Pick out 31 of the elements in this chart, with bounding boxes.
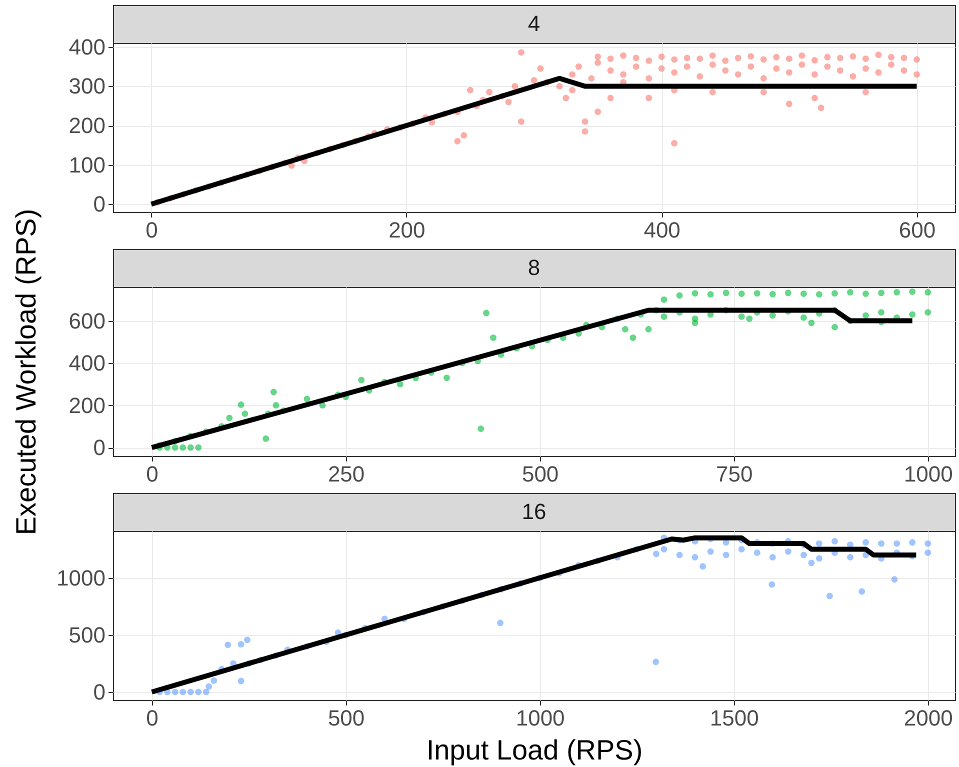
y-tick-label: 600 (68, 308, 106, 334)
chart-title: 16 (522, 499, 546, 524)
y-tick-label: 300 (68, 74, 106, 99)
x-tick-label: 250 (328, 462, 365, 486)
x-tick-label: 500 (328, 706, 365, 730)
x-tick-label: 500 (522, 462, 559, 486)
y-tick-label: 0 (93, 680, 106, 705)
y-tick-label: 400 (68, 34, 106, 60)
chart-title: 4 (528, 11, 540, 36)
x-tick-label: 750 (716, 462, 753, 486)
x-tick-label: 1000 (516, 706, 565, 730)
y-tick-label: 400 (68, 350, 106, 376)
y-axis-title: Executed Workload (RPS) (10, 208, 42, 536)
y-tick-label: 200 (68, 392, 106, 418)
x-tick-label: 1000 (904, 462, 953, 486)
x-tick-label: 200 (388, 218, 426, 242)
x-tick-label: 1500 (710, 706, 759, 730)
x-tick-label: 400 (644, 218, 680, 242)
x-axis-title: Input Load (RPS) (426, 734, 643, 766)
y-tick-label: 1000 (56, 565, 106, 590)
y-tick-label: 500 (68, 622, 106, 648)
x-tick-label: 0 (146, 462, 158, 486)
y-tick-label: 0 (93, 192, 106, 217)
x-tick-label: 600 (898, 218, 936, 242)
y-tick-label: 200 (68, 113, 106, 138)
x-tick-label: 0 (146, 706, 158, 730)
y-tick-label: 0 (93, 435, 106, 460)
chart-title: 8 (528, 255, 540, 280)
x-tick-label: 2000 (904, 706, 953, 730)
x-tick-label: 0 (146, 218, 158, 242)
y-tick-label: 100 (68, 152, 106, 178)
